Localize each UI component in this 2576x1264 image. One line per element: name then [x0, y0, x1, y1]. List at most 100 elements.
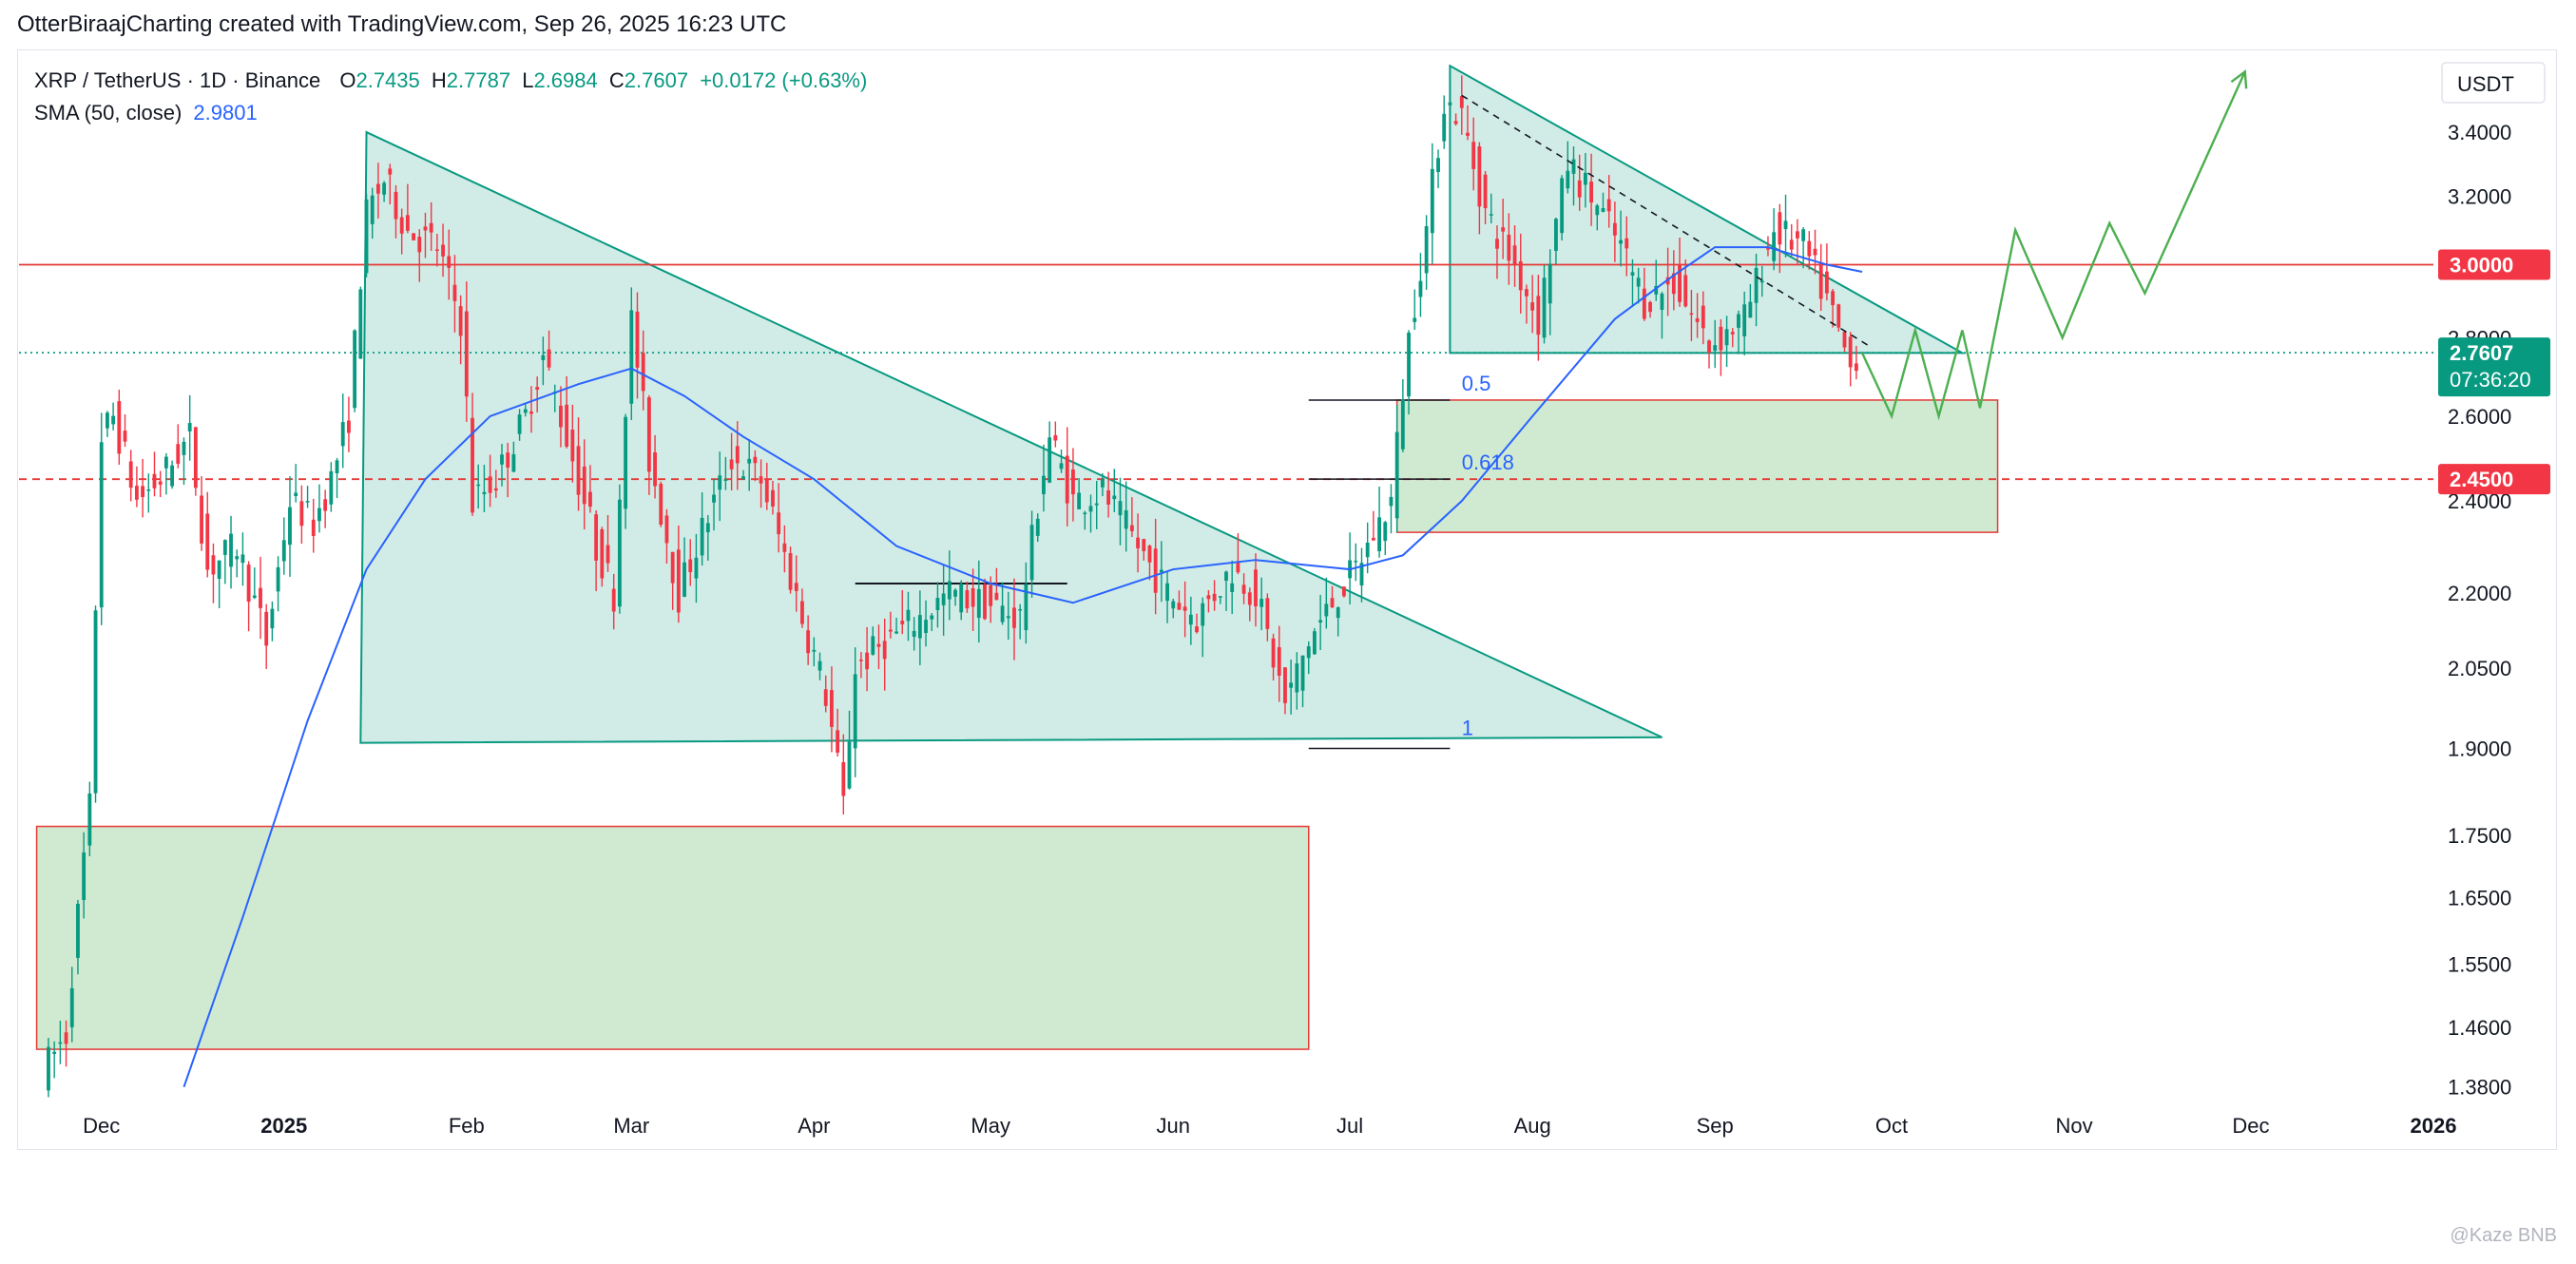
candle-body [193, 427, 198, 488]
candle-body [388, 168, 393, 175]
candle-body [547, 349, 551, 368]
candle-body [523, 409, 528, 413]
candle-body [953, 589, 957, 597]
candle-body [994, 592, 999, 601]
candle-body [759, 476, 763, 484]
candle-body [924, 620, 928, 634]
candle-body [871, 636, 875, 655]
candle-body [1289, 682, 1294, 688]
candle-body [394, 191, 398, 220]
candle-body [1182, 606, 1187, 611]
candle-body [858, 660, 863, 661]
candle-body [471, 417, 474, 513]
candle-body [1300, 655, 1305, 691]
candle-body [1548, 263, 1552, 304]
candle-body [1077, 492, 1082, 509]
candle-body [646, 397, 651, 472]
candle-body [1759, 280, 1764, 283]
candle-body [500, 454, 504, 465]
candle-body [976, 588, 981, 619]
candle-body [1100, 478, 1105, 488]
candle-body [1636, 278, 1641, 287]
candle-body [134, 486, 139, 500]
candle-body [700, 517, 704, 556]
candle-body [229, 533, 233, 567]
candle-body [1789, 239, 1794, 250]
x-tick-label: Jul [1336, 1114, 1363, 1138]
candle-body [600, 528, 605, 579]
candle-body [64, 1032, 68, 1044]
candle-body [794, 583, 798, 591]
candle-body [1818, 262, 1823, 299]
candle-body [1094, 503, 1099, 506]
candle-body [412, 233, 415, 240]
fib-label-1: 1 [1462, 716, 1473, 739]
candle-body [1530, 302, 1535, 311]
candle-body [777, 512, 781, 535]
candle-body [771, 489, 775, 507]
candle-body [1471, 142, 1476, 169]
candle-body [170, 465, 174, 487]
candle-body [1606, 199, 1611, 212]
candle-body [429, 222, 433, 233]
high-label: H [431, 68, 447, 92]
candle-body [535, 387, 540, 390]
demand-zone-lower [35, 825, 1310, 1050]
candle-body [1330, 598, 1335, 608]
level-tag-2450-bg [2438, 464, 2550, 495]
x-tick-label: Feb [449, 1114, 485, 1138]
candle-body [1206, 595, 1211, 600]
candle-body [823, 689, 828, 706]
ohlc-row: XRP / TetherUS · 1D · Binance O2.7435 H2… [34, 65, 873, 97]
candle-body [311, 519, 316, 536]
dashed-trendline [1461, 94, 1869, 347]
symbol-name[interactable]: XRP / TetherUS · 1D · Binance [34, 68, 321, 92]
candle-body [582, 466, 586, 505]
candle-body [493, 488, 498, 491]
candle-body [624, 416, 628, 509]
candle-body [1807, 240, 1812, 257]
candle-body [211, 555, 216, 575]
candle-body [1112, 495, 1117, 500]
candle-body [788, 553, 793, 590]
candle-body [1683, 275, 1688, 307]
candle-body [517, 414, 522, 434]
candle-body [1619, 239, 1623, 244]
candle-body [1854, 363, 1858, 372]
close-value: 2.7607 [624, 68, 689, 92]
candle-body [606, 545, 610, 564]
candle-body [1801, 229, 1806, 241]
candle-body [299, 501, 304, 527]
candle-body [1842, 332, 1847, 348]
candle-body [358, 289, 363, 359]
candle-body [753, 456, 758, 464]
candle-body [1701, 305, 1705, 329]
candle-body [676, 549, 681, 613]
candle-body [323, 499, 328, 511]
y-tick-label: 1.3800 [2448, 1076, 2511, 1100]
x-tick-label: May [971, 1114, 1010, 1138]
candle-body [741, 476, 745, 480]
candle-body [1778, 212, 1782, 245]
candle-body [47, 1046, 50, 1091]
candle-body [836, 730, 840, 753]
candle-body [1341, 586, 1346, 597]
candle-body [1024, 584, 1028, 631]
candle-body [1589, 182, 1594, 203]
candle-body [1271, 638, 1276, 668]
candle-body [1277, 647, 1281, 676]
candle-body [82, 852, 87, 901]
sma-label[interactable]: SMA (50, close) [34, 101, 183, 124]
x-tick-label: Aug [1514, 1114, 1551, 1138]
candle-body [718, 475, 722, 490]
candle-body [1642, 288, 1646, 319]
candle-body [705, 523, 710, 533]
candle-body [1836, 304, 1841, 328]
candle-body [405, 215, 410, 231]
candle-body [452, 284, 457, 301]
candle-body [1177, 603, 1182, 610]
candle-body [1354, 561, 1358, 563]
candle-body [1442, 113, 1447, 142]
candle-body [1048, 437, 1052, 483]
